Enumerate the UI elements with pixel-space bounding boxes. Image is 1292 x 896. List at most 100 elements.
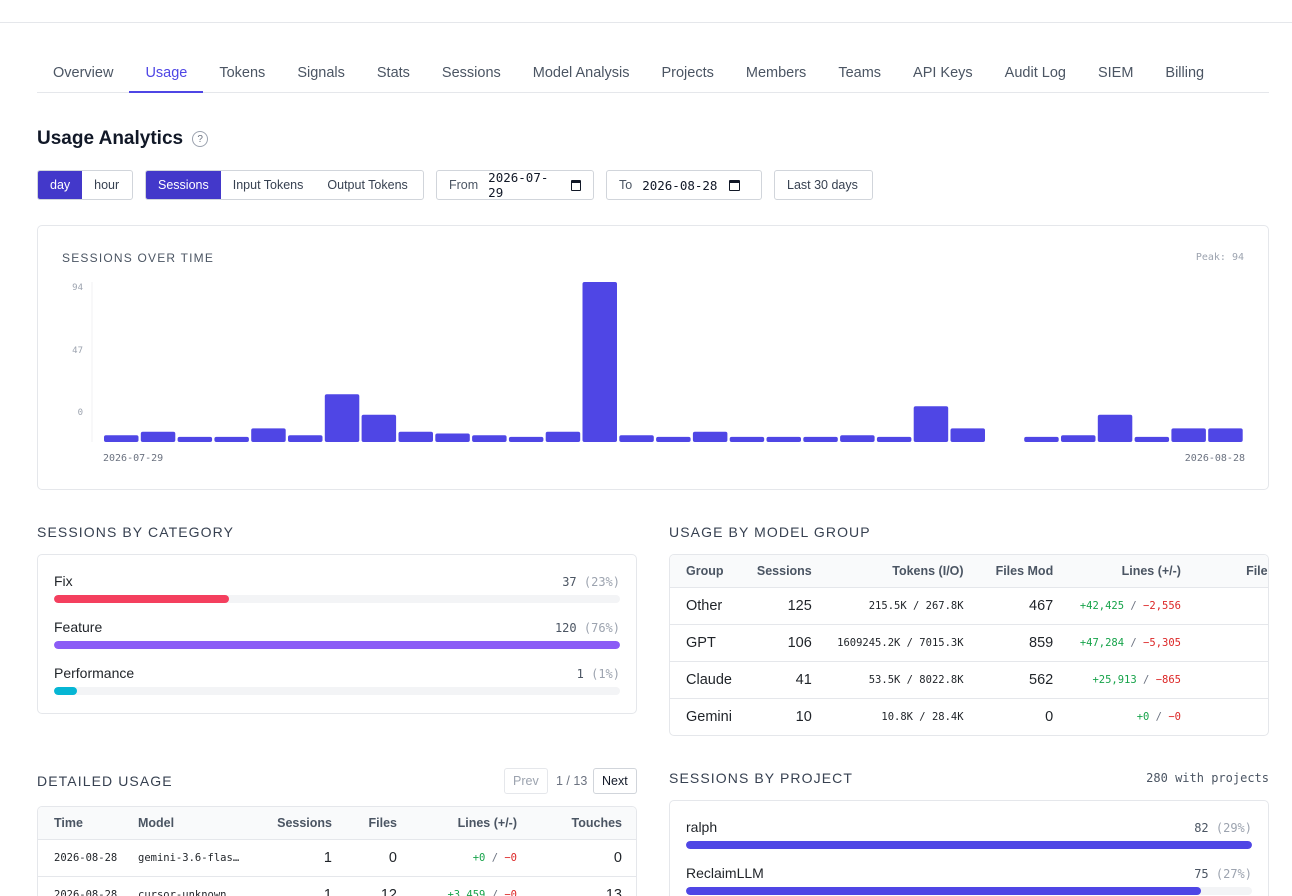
- tab-audit-log[interactable]: Audit Log: [1004, 65, 1066, 81]
- last-30-days-button[interactable]: Last 30 days: [774, 170, 873, 200]
- tab-siem[interactable]: SIEM: [1097, 65, 1134, 81]
- project-bar-fill: [686, 887, 1202, 895]
- col-header-sessions[interactable]: Sessions: [747, 555, 828, 588]
- table-row[interactable]: Claude 41 53.5K / 8022.8K 562 +25,913 / −865…: [670, 661, 1268, 699]
- chart-bar[interactable]: [803, 436, 838, 442]
- tab-teams[interactable]: Teams: [838, 65, 882, 81]
- chart-bar[interactable]: [545, 431, 581, 442]
- tab-projects[interactable]: Projects: [661, 65, 714, 81]
- chart-bar[interactable]: [1061, 435, 1096, 442]
- chart-bar[interactable]: [398, 431, 434, 442]
- col-header-lines[interactable]: Lines (+/-): [1069, 555, 1197, 588]
- metric-sessions-button[interactable]: Sessions: [146, 171, 221, 199]
- col-header-files-mod[interactable]: Files Mod: [979, 555, 1070, 588]
- chart-bar[interactable]: [1208, 428, 1243, 442]
- tab-billing[interactable]: Billing: [1165, 65, 1205, 81]
- table-row[interactable]: Gemini 10 10.8K / 28.4K 0 +0 / −0: [670, 698, 1268, 735]
- chart-bar[interactable]: [950, 428, 986, 442]
- chart-bar[interactable]: [1024, 436, 1059, 442]
- calendar-icon[interactable]: [570, 179, 581, 191]
- model-group-table: Group Sessions Tokens (I/O) Files Mod Li…: [670, 555, 1268, 735]
- lines-removed: −865: [1155, 673, 1181, 686]
- col-header-touches[interactable]: Touches: [533, 807, 636, 840]
- table-row[interactable]: GPT 106 1609245.2K / 7015.3K 859 +47,284 / −…: [670, 624, 1268, 662]
- col-header-time[interactable]: Time: [38, 807, 138, 840]
- files-mod-cell: 562: [979, 661, 1070, 699]
- chart-bar[interactable]: [1171, 428, 1206, 442]
- tab-sessions[interactable]: Sessions: [441, 65, 501, 81]
- granularity-day-button[interactable]: day: [38, 171, 83, 199]
- lines-cell: +42,425 / −2,556: [1069, 587, 1197, 625]
- files-cell: 12: [348, 876, 413, 896]
- table-row[interactable]: 2026-08-28 cursor-unknown 1 12 +3,459 / −0 13: [38, 876, 636, 896]
- chart-bar[interactable]: [582, 282, 618, 442]
- calendar-icon[interactable]: [729, 179, 741, 191]
- chart-bar[interactable]: [692, 431, 728, 442]
- chart-bar[interactable]: [876, 436, 912, 442]
- sessions-cell: 125: [747, 587, 828, 625]
- chart-bar[interactable]: [619, 435, 654, 442]
- tab-usage[interactable]: Usage: [129, 54, 204, 93]
- chart-bar[interactable]: [140, 431, 176, 442]
- group-cell: Other: [670, 587, 748, 625]
- col-header-files-read[interactable]: Files Re: [1196, 555, 1268, 588]
- metric-input-tokens-button[interactable]: Input Tokens: [232, 178, 304, 192]
- table-row[interactable]: 2026-08-28 gemini-3.6-flas… 1 0 +0 / −0 0: [38, 839, 636, 877]
- table-row[interactable]: Other 125 215.5K / 267.8K 467 +42,425 / −2,5…: [670, 587, 1268, 625]
- chart-bar[interactable]: [104, 435, 139, 442]
- col-header-tokens[interactable]: Tokens (I/O): [827, 555, 980, 588]
- lines-added: +0: [472, 851, 486, 864]
- col-header-group[interactable]: Group: [670, 555, 748, 588]
- chart-bar[interactable]: [324, 394, 360, 442]
- from-date-field[interactable]: From 2026-07-29: [436, 170, 594, 200]
- chart-bar[interactable]: [288, 435, 323, 442]
- col-header-lines[interactable]: Lines (+/-): [413, 807, 533, 840]
- metric-output-tokens-button[interactable]: Output Tokens: [327, 178, 408, 192]
- chart-bar[interactable]: [435, 433, 470, 443]
- tab-stats[interactable]: Stats: [376, 65, 410, 81]
- to-date-value[interactable]: 2026-08-28: [642, 177, 718, 193]
- category-section-title: SESSIONS BY CATEGORY: [37, 524, 235, 540]
- x-end-label: 2026-08-28: [1185, 453, 1245, 464]
- chart-bar[interactable]: [840, 435, 875, 442]
- category-bar-track: [54, 641, 620, 649]
- tab-overview[interactable]: Overview: [53, 65, 114, 81]
- next-page-button[interactable]: Next: [593, 768, 637, 794]
- chart-bar[interactable]: [361, 414, 397, 442]
- chart-bar[interactable]: [656, 436, 691, 442]
- files-mod-cell: 0: [979, 698, 1070, 735]
- category-bar-fill: [54, 687, 77, 695]
- prev-page-button[interactable]: Prev: [504, 768, 548, 794]
- chart-bar[interactable]: [913, 406, 949, 442]
- tab-model-analysis[interactable]: Model Analysis: [532, 65, 630, 81]
- chart-bar[interactable]: [729, 436, 765, 442]
- category-count: 1 (1%): [577, 667, 620, 681]
- chart-bar[interactable]: [472, 435, 507, 442]
- chart-bar[interactable]: [1097, 414, 1133, 442]
- col-header-model[interactable]: Model: [138, 807, 258, 840]
- col-header-files[interactable]: Files: [348, 807, 413, 840]
- chart-bar[interactable]: [1134, 436, 1170, 442]
- chart-bar[interactable]: [214, 436, 249, 442]
- chart-bar[interactable]: [508, 436, 544, 442]
- to-date-field[interactable]: To 2026-08-28: [606, 170, 762, 200]
- category-count-value: 1: [576, 667, 584, 681]
- chart-bar[interactable]: [766, 436, 802, 442]
- help-icon[interactable]: ?: [192, 131, 209, 147]
- category-bar-fill: [54, 641, 620, 649]
- category-bar-track: [54, 595, 620, 603]
- tab-api-keys[interactable]: API Keys: [913, 65, 973, 81]
- files-mod-cell: 467: [979, 587, 1070, 625]
- tab-signals[interactable]: Signals: [297, 65, 345, 81]
- sessions-cell: 10: [747, 698, 828, 735]
- granularity-hour-button[interactable]: hour: [94, 178, 120, 192]
- tab-members[interactable]: Members: [745, 65, 807, 81]
- chart-bar[interactable]: [251, 428, 286, 442]
- from-date-value[interactable]: 2026-07-29: [488, 170, 549, 200]
- chart-bar[interactable]: [177, 436, 213, 442]
- detailed-usage-card: Time Model Sessions Files Lines (+/-) To…: [37, 806, 637, 896]
- tab-tokens[interactable]: Tokens: [219, 65, 266, 81]
- category-name: Fix: [54, 573, 73, 589]
- col-header-sessions[interactable]: Sessions: [258, 807, 348, 840]
- detailed-usage-table: Time Model Sessions Files Lines (+/-) To…: [38, 807, 636, 896]
